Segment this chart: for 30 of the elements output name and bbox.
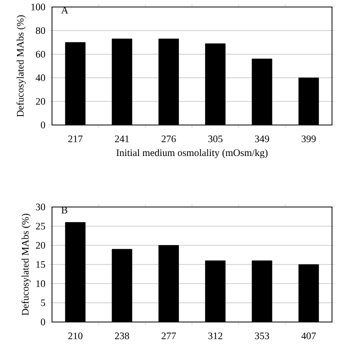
- y-tick-label: 80: [36, 27, 46, 34]
- x-tick-label: 399: [302, 136, 316, 142]
- x-tick-label: 238: [114, 332, 130, 340]
- y-tick-label: 20: [36, 242, 46, 249]
- y-tick-label: 25: [36, 222, 46, 230]
- y-axis-title: Defucosylated MAbs (%): [16, 15, 26, 117]
- y-tick-label: 0: [40, 122, 46, 128]
- y-tick-label: 60: [36, 50, 46, 58]
- x-tick-label: 353: [255, 332, 270, 340]
- x-tick-label: 241: [114, 136, 129, 142]
- y-tick-label: 20: [36, 98, 46, 105]
- x-tick-label: 312: [208, 332, 222, 340]
- y-tick-label: 15: [36, 261, 46, 268]
- y-tick-label: 40: [36, 74, 46, 82]
- x-axis-title: Initial medium osmolality (mOsm/kg): [116, 149, 268, 158]
- x-tick-label: 277: [162, 332, 176, 340]
- chart-title: B: [61, 206, 68, 214]
- y-tick-label: 0: [40, 318, 46, 326]
- y-tick-label: 10: [36, 280, 46, 288]
- x-tick-label: 349: [255, 136, 270, 142]
- x-tick-label: 217: [68, 136, 83, 142]
- x-tick-label: 305: [208, 136, 222, 142]
- y-tick-label: 30: [36, 204, 46, 210]
- y-tick-label: 100: [31, 4, 46, 10]
- x-tick-label: 407: [301, 332, 316, 340]
- y-tick-label: 5: [41, 300, 46, 306]
- y-axis-title: Defucosylated MAbs (%): [22, 214, 31, 316]
- x-tick-label: 276: [162, 136, 176, 142]
- chart-title: A: [61, 6, 68, 14]
- x-tick-label: 210: [68, 332, 82, 340]
